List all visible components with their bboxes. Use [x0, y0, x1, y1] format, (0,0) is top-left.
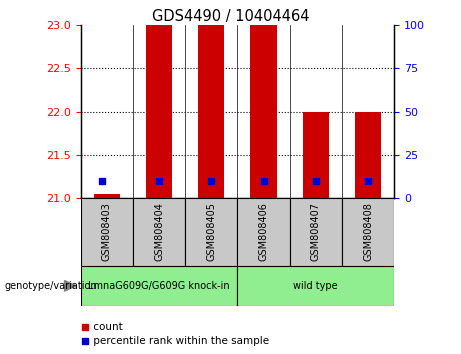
Text: GSM808406: GSM808406 — [259, 202, 269, 261]
Bar — [185, 198, 237, 266]
Bar — [290, 198, 342, 266]
Bar — [94, 194, 120, 198]
Bar — [81, 266, 237, 306]
Bar — [133, 198, 185, 266]
Bar — [146, 25, 172, 198]
Text: GSM808403: GSM808403 — [102, 202, 112, 261]
Text: percentile rank within the sample: percentile rank within the sample — [90, 336, 269, 346]
Text: genotype/variation: genotype/variation — [5, 281, 97, 291]
Text: wild type: wild type — [294, 281, 338, 291]
Text: GDS4490 / 10404464: GDS4490 / 10404464 — [152, 9, 309, 24]
Text: GSM808408: GSM808408 — [363, 202, 373, 261]
Polygon shape — [65, 280, 76, 291]
Bar — [81, 198, 133, 266]
Bar — [355, 112, 381, 198]
Bar — [198, 25, 225, 198]
Text: GSM808405: GSM808405 — [206, 202, 216, 261]
Text: GSM808407: GSM808407 — [311, 202, 321, 261]
Bar — [250, 25, 277, 198]
Text: LmnaG609G/G609G knock-in: LmnaG609G/G609G knock-in — [88, 281, 230, 291]
Bar — [303, 112, 329, 198]
Text: GSM808404: GSM808404 — [154, 202, 164, 261]
Bar — [237, 198, 290, 266]
Bar — [237, 266, 394, 306]
Text: count: count — [90, 322, 123, 332]
Bar — [342, 198, 394, 266]
